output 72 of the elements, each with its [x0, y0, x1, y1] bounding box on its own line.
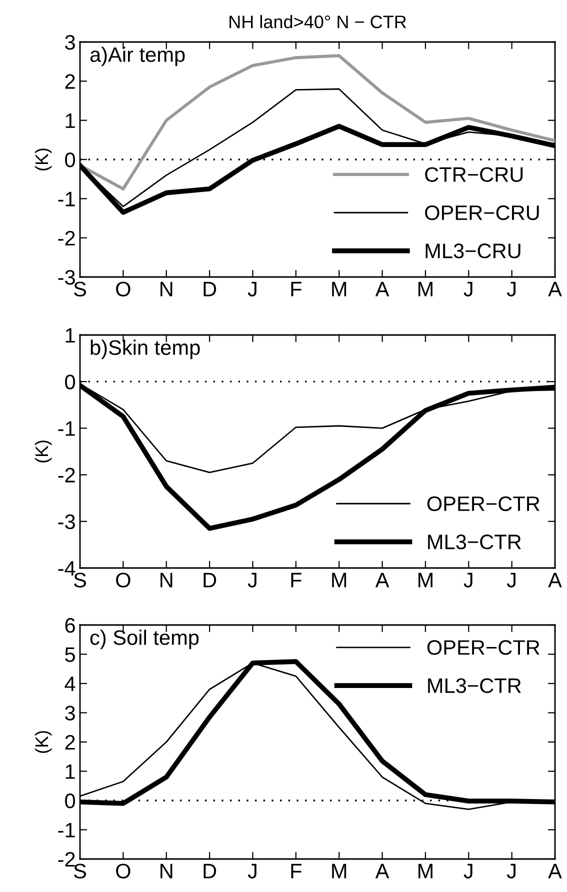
legend-label: ML3−CTR [428, 534, 521, 550]
y-tick-label: -1 [58, 421, 75, 436]
chart-title: NH land>40° N − CTR [230, 15, 406, 28]
y-tick-label: 6 [65, 618, 75, 633]
x-tick-label: D [204, 864, 216, 878]
x-tick-label: F [291, 282, 302, 296]
y-tick-label: -2 [58, 230, 75, 246]
y-tick-label: 2 [65, 735, 75, 750]
y-tick-label: -3 [58, 270, 75, 285]
y-axis-title: (K) [34, 148, 52, 170]
x-tick-label: A [375, 572, 390, 588]
y-tick-label: 3 [65, 35, 75, 50]
x-tick-label: M [418, 282, 432, 296]
x-tick-label: J [464, 282, 472, 296]
y-axis-title: (K) [34, 731, 52, 753]
y-axis-title: (K) [34, 440, 52, 462]
x-tick-label: M [418, 572, 432, 588]
y-tick-label: 0 [65, 374, 76, 390]
x-tick-label: F [291, 864, 302, 878]
x-tick-label: O [116, 282, 130, 296]
x-tick-label: D [204, 572, 216, 588]
x-tick-label: J [506, 572, 516, 588]
x-tick-label: A [375, 282, 390, 296]
legend-label: OPER−CTR [427, 496, 540, 512]
x-tick-label: F [291, 572, 302, 588]
legend-label: CTR−CRU [425, 167, 523, 182]
x-tick-label: N [160, 864, 172, 878]
x-tick-label: A [375, 864, 390, 878]
annotation: a)Air temp [90, 46, 185, 66]
y-tick-label: 0 [65, 152, 76, 168]
x-tick-label: J [506, 864, 516, 878]
y-tick-label: -3 [58, 514, 75, 530]
y-tick-label: 1 [66, 328, 75, 343]
y-tick-label: 1 [66, 114, 75, 128]
x-tick-label: S [74, 864, 86, 878]
y-tick-label: -2 [58, 852, 75, 867]
y-tick-label: -1 [58, 822, 75, 838]
x-tick-label: A [548, 572, 562, 588]
annotation: b)Skin temp [90, 340, 200, 360]
x-tick-label: J [464, 572, 472, 588]
x-tick-label: M [418, 864, 432, 878]
x-tick-label: J [464, 864, 472, 878]
y-tick-label: 0 [65, 794, 76, 808]
x-tick-label: M [332, 282, 346, 296]
legend-label: OPER−CRU [425, 205, 539, 220]
x-tick-label: O [116, 572, 130, 588]
x-tick-label: M [332, 572, 346, 588]
legend-label: ML3−CRU [426, 244, 520, 258]
x-tick-label: J [248, 864, 256, 878]
x-tick-label: S [74, 572, 86, 588]
y-tick-label: 3 [65, 706, 75, 721]
legend-label: ML3−CTR [428, 678, 521, 694]
x-tick-label: N [160, 282, 172, 296]
x-tick-label: D [204, 282, 216, 296]
x-tick-label: J [506, 282, 516, 296]
y-tick-label: 5 [65, 647, 75, 662]
y-tick-label: 1 [66, 764, 75, 779]
x-tick-label: N [160, 572, 172, 588]
x-tick-label: M [332, 864, 346, 878]
x-tick-label: A [548, 864, 562, 878]
y-tick-label: -1 [58, 192, 75, 206]
y-tick-label: -4 [58, 561, 76, 576]
x-tick-label: J [248, 572, 256, 588]
x-tick-label: J [248, 282, 256, 296]
y-tick-label: 4 [64, 676, 76, 692]
x-tick-label: O [116, 864, 130, 878]
x-tick-label: A [548, 282, 562, 296]
y-tick-label: 2 [65, 74, 75, 89]
x-tick-label: S [74, 282, 86, 296]
annotation: c) Soil temp [90, 630, 199, 650]
y-tick-label: -2 [58, 468, 75, 482]
legend-label: OPER−CTR [427, 640, 540, 655]
